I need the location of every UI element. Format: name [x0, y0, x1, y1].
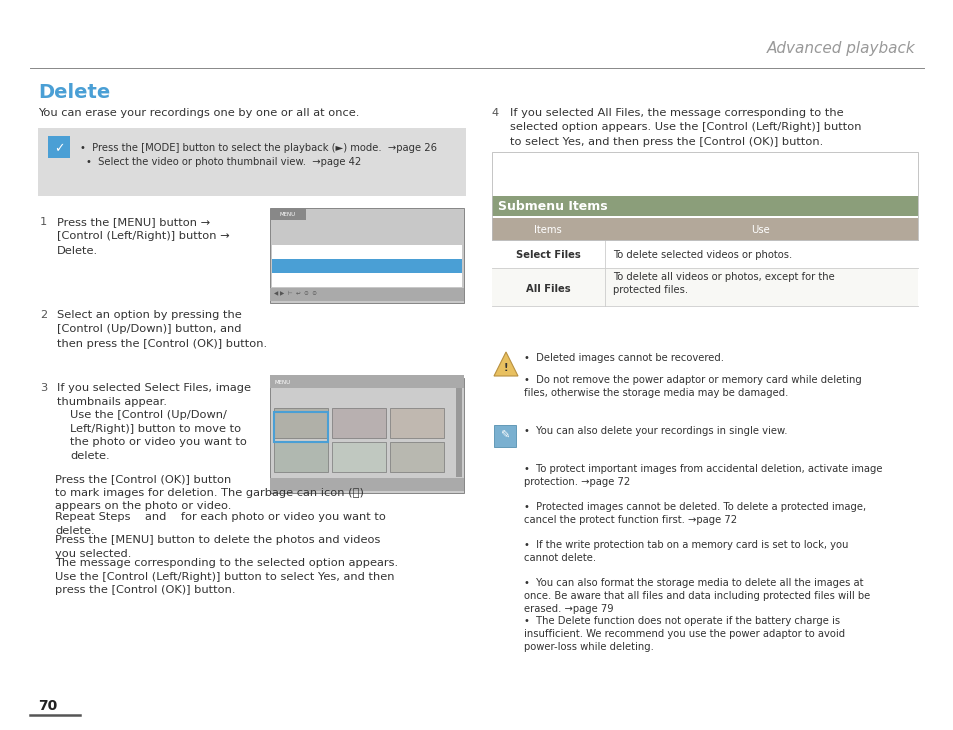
Text: ◀ ▶  ⊢  ↩  ⊙  ⊙: ◀ ▶ ⊢ ↩ ⊙ ⊙	[274, 291, 316, 296]
Text: •  Press the [MODE] button to select the playback (►) mode.  →page 26: • Press the [MODE] button to select the …	[80, 143, 436, 153]
Bar	[272, 259, 461, 273]
Text: •  The Delete function does not operate if the battery charge is
insufficient. W: • The Delete function does not operate i…	[523, 616, 844, 653]
Text: To delete selected videos or photos.: To delete selected videos or photos.	[613, 250, 791, 260]
Bar	[270, 478, 463, 491]
Text: Use: Use	[751, 225, 770, 235]
Bar	[272, 245, 461, 259]
Text: Select an option by pressing the
[Control (Up/Down)] button, and
then press the : Select an option by pressing the [Contro…	[57, 310, 267, 349]
Bar	[272, 275, 461, 287]
Bar	[492, 196, 917, 216]
Text: Submenu Items: Submenu Items	[497, 201, 607, 213]
Text: •  Protected images cannot be deleted. To delete a protected image,
cancel the p: • Protected images cannot be deleted. To…	[523, 502, 865, 525]
Bar	[270, 209, 306, 220]
Text: •  If the write protection tab on a memory card is set to lock, you
cannot delet: • If the write protection tab on a memor…	[523, 540, 847, 564]
Text: !: !	[503, 363, 508, 373]
Text: ✓: ✓	[53, 142, 64, 155]
Text: Delete: Delete	[38, 82, 111, 101]
Text: •  Select the video or photo thumbnail view.  →page 42: • Select the video or photo thumbnail vi…	[86, 157, 361, 167]
Bar	[274, 442, 328, 472]
Text: You can erase your recordings one by one or all at once.: You can erase your recordings one by one…	[38, 108, 359, 118]
Text: Press the [Control (OK)] button
to mark images for deletion. The garbage can ico: Press the [Control (OK)] button to mark …	[55, 474, 363, 511]
Bar	[270, 375, 463, 388]
Text: If you selected All Files, the message corresponding to the
selected option appe: If you selected All Files, the message c…	[510, 108, 861, 147]
Polygon shape	[494, 352, 517, 376]
Text: 70: 70	[38, 699, 57, 713]
Bar	[492, 240, 917, 268]
Text: MENU: MENU	[274, 380, 291, 385]
Text: 4: 4	[492, 108, 498, 118]
Text: Press the [MENU] button →
[Control (Left/Right)] button →
Delete.: Press the [MENU] button → [Control (Left…	[57, 217, 230, 256]
Bar	[390, 408, 443, 438]
Text: •  Do not remove the power adaptor or memory card while deleting
files, otherwis: • Do not remove the power adaptor or mem…	[523, 375, 861, 398]
Bar	[492, 268, 917, 306]
Bar	[390, 442, 443, 472]
Bar	[274, 408, 328, 438]
Text: •  You can also format the storage media to delete all the images at
once. Be aw: • You can also format the storage media …	[523, 578, 869, 615]
Bar	[492, 218, 917, 240]
Bar	[274, 412, 328, 442]
Text: •  Deleted images cannot be recovered.: • Deleted images cannot be recovered.	[523, 353, 723, 363]
Text: Select Files: Select Files	[515, 250, 579, 260]
Text: Press the [MENU] button to delete the photos and videos
you selected.: Press the [MENU] button to delete the ph…	[55, 535, 380, 558]
Bar	[270, 378, 463, 493]
Bar	[494, 425, 516, 447]
Text: Advanced playback: Advanced playback	[766, 40, 915, 55]
Text: MENU: MENU	[279, 212, 295, 217]
Text: The message corresponding to the selected option appears.
Use the [Control (Left: The message corresponding to the selecte…	[55, 558, 397, 595]
Text: 2: 2	[40, 310, 47, 320]
Text: All Files: All Files	[525, 284, 570, 294]
Bar	[332, 442, 386, 472]
Bar	[270, 208, 463, 303]
Text: 3: 3	[40, 383, 48, 393]
Bar	[272, 273, 461, 287]
Text: 1: 1	[40, 217, 48, 227]
Text: Use the [Control (Up/Down/
Left/Right)] button to move to
the photo or video you: Use the [Control (Up/Down/ Left/Right)] …	[70, 410, 247, 461]
Text: ✎: ✎	[499, 431, 509, 441]
Bar	[48, 136, 70, 158]
Text: If you selected Select Files, image
thumbnails appear.: If you selected Select Files, image thum…	[57, 383, 251, 407]
Bar	[492, 152, 917, 240]
Bar	[270, 288, 463, 301]
Bar	[332, 408, 386, 438]
Bar	[456, 387, 461, 477]
Bar	[38, 128, 465, 196]
Text: To delete all videos or photos, except for the
protected files.: To delete all videos or photos, except f…	[613, 272, 834, 295]
Text: Items: Items	[534, 225, 561, 235]
Text: Repeat Steps    and    for each photo or video you want to
delete.: Repeat Steps and for each photo or video…	[55, 512, 385, 536]
Text: •  You can also delete your recordings in single view.: • You can also delete your recordings in…	[523, 426, 786, 436]
Text: •  To protect important images from accidental deletion, activate image
protecti: • To protect important images from accid…	[523, 464, 882, 487]
